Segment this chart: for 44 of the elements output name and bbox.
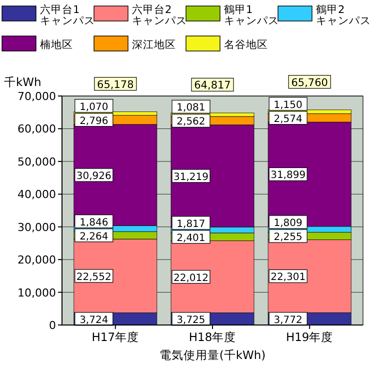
x-tick-label: H18年度 xyxy=(188,330,236,344)
data-label: 1,809 xyxy=(274,218,302,230)
data-label: 22,552 xyxy=(76,272,112,283)
data-label: 30,926 xyxy=(76,171,112,182)
data-label: 31,899 xyxy=(270,170,306,182)
data-label: 1,150 xyxy=(274,100,302,111)
y-tick-label: 50,000 xyxy=(18,155,56,168)
total-label: 65,178 xyxy=(97,78,134,91)
legend-label: 六甲台2キャンパス xyxy=(132,3,187,27)
legend-label: 名谷地区 xyxy=(224,38,268,51)
legend-label: 六甲台1キャンパス xyxy=(40,3,95,27)
y-tick-label: 0 xyxy=(49,319,56,332)
data-label: 1,846 xyxy=(80,217,108,228)
y-axis-title: 千kWh xyxy=(4,75,42,89)
x-tick-label: H17年度 xyxy=(92,330,140,344)
data-label: 3,724 xyxy=(80,314,108,326)
data-label: 22,301 xyxy=(270,272,306,284)
x-tick-label: H19年度 xyxy=(286,330,334,344)
legend-label: 楠地区 xyxy=(40,38,73,51)
data-label: 2,796 xyxy=(80,116,108,127)
data-label: 1,070 xyxy=(80,102,108,113)
y-tick-label: 20,000 xyxy=(18,254,56,267)
y-tick-label: 10,000 xyxy=(18,286,56,300)
total-label: 64,817 xyxy=(194,80,231,92)
data-label: 2,255 xyxy=(274,232,302,244)
y-tick-label: 70,000 xyxy=(18,90,56,103)
data-label: 22,012 xyxy=(173,272,208,284)
data-label: 2,562 xyxy=(176,116,206,128)
y-tick-label: 30,000 xyxy=(18,220,56,234)
data-label: 31,219 xyxy=(173,172,208,183)
legend-label: 深江地区 xyxy=(132,38,176,51)
data-label: 2,574 xyxy=(274,114,302,125)
data-label: 1,817 xyxy=(176,218,206,230)
data-label: 2,401 xyxy=(176,232,206,244)
data-label: 2,264 xyxy=(80,231,108,242)
legend-label: 鶴甲2キャンパス xyxy=(316,4,371,27)
y-tick-label: 40,000 xyxy=(18,188,56,202)
data-label: 3,725 xyxy=(176,314,206,326)
data-label: 3,772 xyxy=(274,314,302,326)
y-tick-label: 60,000 xyxy=(18,122,56,136)
total-label: 65,760 xyxy=(291,76,328,89)
x-axis-title: 電気使用量(千kWh) xyxy=(159,348,266,362)
legend-label: 鶴甲1キャンパス xyxy=(224,4,279,27)
data-label: 1,081 xyxy=(176,102,206,114)
